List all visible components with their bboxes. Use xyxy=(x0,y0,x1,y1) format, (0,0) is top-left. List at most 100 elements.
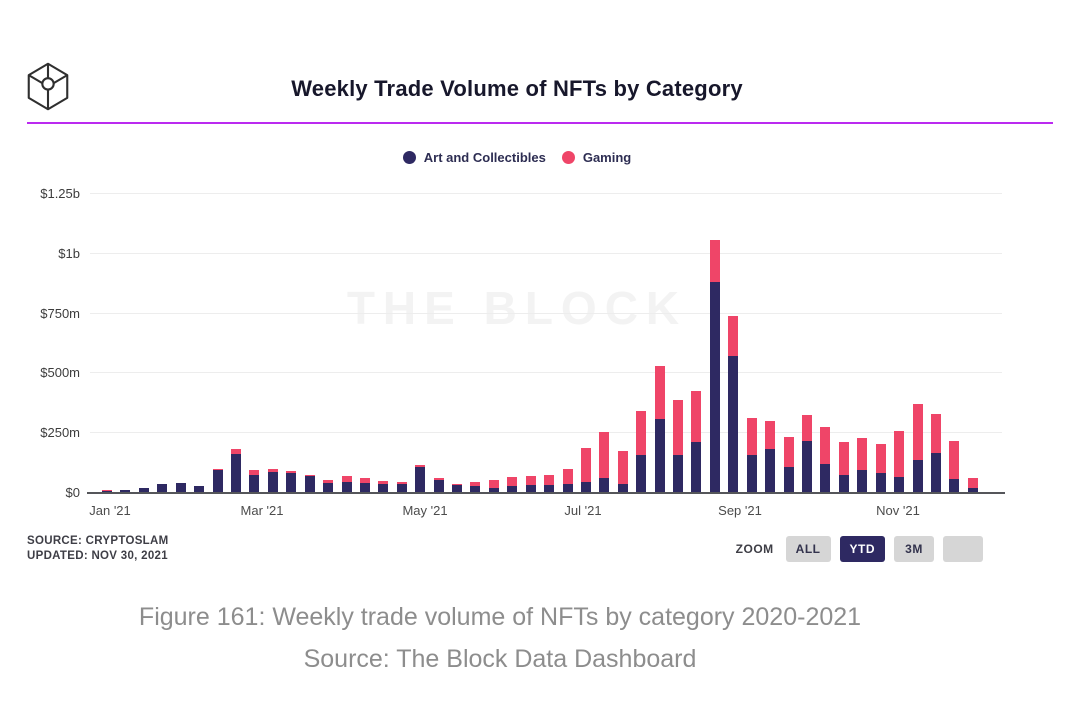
bar-art-segment-week-18[interactable] xyxy=(415,466,426,492)
bar-art-segment-week-43[interactable] xyxy=(875,472,886,492)
bar-art-segment-week-22[interactable] xyxy=(488,487,499,492)
zoom-button-blank[interactable] xyxy=(943,536,983,562)
bar-art-segment-week-41[interactable] xyxy=(838,474,849,492)
bar-gaming-segment-week-46[interactable] xyxy=(930,414,941,453)
bar-art-segment-week-32[interactable] xyxy=(673,454,683,492)
bar-art-segment-week-5[interactable] xyxy=(175,482,186,492)
bar-gaming-segment-week-41[interactable] xyxy=(838,441,849,475)
bar-art-segment-week-20[interactable] xyxy=(452,484,462,492)
bar-art-segment-week-11[interactable] xyxy=(286,473,297,492)
bar-gaming-segment-week-16[interactable] xyxy=(378,481,389,485)
bar-art-segment-week-46[interactable] xyxy=(930,452,941,492)
bar-gaming-segment-week-37[interactable] xyxy=(765,420,776,450)
bar-gaming-segment-week-24[interactable] xyxy=(525,476,536,486)
bar-art-segment-week-26[interactable] xyxy=(562,484,573,492)
bar-art-segment-week-13[interactable] xyxy=(323,483,333,492)
bar-art-segment-week-48[interactable] xyxy=(967,488,978,492)
bar-gaming-segment-week-48[interactable] xyxy=(967,478,978,489)
bar-art-segment-week-31[interactable] xyxy=(654,419,665,492)
bar-gaming-segment-week-20[interactable] xyxy=(452,484,462,485)
bar-gaming-segment-week-22[interactable] xyxy=(488,480,499,488)
bar-gaming-segment-week-38[interactable] xyxy=(783,437,794,467)
legend-label: Art and Collectibles xyxy=(423,150,546,165)
bar-art-segment-week-7[interactable] xyxy=(212,470,223,492)
bar-art-segment-week-38[interactable] xyxy=(783,466,794,492)
bar-gaming-segment-week-23[interactable] xyxy=(507,477,518,487)
bar-gaming-segment-week-29[interactable] xyxy=(617,451,628,485)
zoom-button-all[interactable]: ALL xyxy=(785,536,831,562)
bar-gaming-segment-week-25[interactable] xyxy=(544,474,555,486)
bar-art-segment-week-29[interactable] xyxy=(617,484,628,492)
bar-art-segment-week-28[interactable] xyxy=(599,477,610,492)
bar-art-segment-week-37[interactable] xyxy=(765,449,776,492)
bar-gaming-segment-week-27[interactable] xyxy=(580,447,591,482)
bar-gaming-segment-week-17[interactable] xyxy=(396,482,407,484)
bar-art-segment-week-42[interactable] xyxy=(857,470,868,492)
bar-art-segment-week-24[interactable] xyxy=(525,485,536,492)
bar-gaming-segment-week-40[interactable] xyxy=(820,427,831,464)
bar-gaming-segment-week-30[interactable] xyxy=(636,410,647,455)
bar-art-segment-week-4[interactable] xyxy=(157,484,168,492)
bar-gaming-segment-week-10[interactable] xyxy=(267,469,278,472)
bar-gaming-segment-week-34[interactable] xyxy=(709,240,720,282)
bar-gaming-segment-week-31[interactable] xyxy=(654,366,665,419)
legend-item-gaming[interactable]: Gaming xyxy=(561,150,631,165)
bar-gaming-segment-week-8[interactable] xyxy=(230,448,241,454)
bar-art-segment-week-44[interactable] xyxy=(894,477,905,492)
bar-art-segment-week-1[interactable] xyxy=(102,491,112,492)
bar-art-segment-week-30[interactable] xyxy=(636,454,647,492)
bar-gaming-segment-week-32[interactable] xyxy=(673,399,683,455)
bar-art-segment-week-9[interactable] xyxy=(249,475,260,492)
bar-gaming-segment-week-43[interactable] xyxy=(875,443,886,473)
legend-item-art-and-collectibles[interactable]: Art and Collectibles xyxy=(402,150,546,165)
zoom-button-ytd[interactable]: YTD xyxy=(839,536,885,562)
bar-art-segment-week-14[interactable] xyxy=(341,481,352,492)
bar-art-segment-week-16[interactable] xyxy=(378,484,389,492)
bar-gaming-segment-week-1[interactable] xyxy=(102,490,112,492)
bar-art-segment-week-25[interactable] xyxy=(544,485,555,492)
bar-gaming-segment-week-7[interactable] xyxy=(212,469,223,470)
bar-art-segment-week-3[interactable] xyxy=(138,488,149,492)
bar-art-segment-week-12[interactable] xyxy=(304,476,315,492)
bar-art-segment-week-27[interactable] xyxy=(580,482,591,492)
bar-gaming-segment-week-36[interactable] xyxy=(746,417,757,456)
bar-art-segment-week-47[interactable] xyxy=(949,478,960,492)
bar-gaming-segment-week-9[interactable] xyxy=(249,469,260,476)
bar-gaming-segment-week-21[interactable] xyxy=(470,482,481,486)
bar-art-segment-week-21[interactable] xyxy=(470,485,481,492)
bar-art-segment-week-17[interactable] xyxy=(396,483,407,492)
bar-art-segment-week-19[interactable] xyxy=(433,480,444,492)
bar-art-segment-week-45[interactable] xyxy=(912,460,923,492)
bar-gaming-segment-week-18[interactable] xyxy=(415,464,426,467)
bar-art-segment-week-40[interactable] xyxy=(820,463,831,492)
bar-art-segment-week-34[interactable] xyxy=(709,281,720,492)
bar-gaming-segment-week-19[interactable] xyxy=(433,477,444,480)
bar-gaming-segment-week-13[interactable] xyxy=(323,480,333,484)
bar-gaming-segment-week-28[interactable] xyxy=(599,432,610,478)
bar-gaming-segment-week-35[interactable] xyxy=(728,316,739,356)
bar-gaming-segment-week-45[interactable] xyxy=(912,404,923,461)
bar-art-segment-week-39[interactable] xyxy=(802,440,812,492)
bar-gaming-segment-week-33[interactable] xyxy=(691,391,702,442)
bar-art-segment-week-2[interactable] xyxy=(120,489,131,492)
bar-art-segment-week-8[interactable] xyxy=(230,453,241,492)
bar-gaming-segment-week-15[interactable] xyxy=(359,478,370,484)
bar-gaming-segment-week-47[interactable] xyxy=(949,440,960,479)
zoom-button-3m[interactable]: 3M xyxy=(894,536,934,562)
bar-art-segment-week-15[interactable] xyxy=(359,483,370,492)
y-tick-label: $750m xyxy=(40,305,80,321)
bar-gaming-segment-week-12[interactable] xyxy=(304,475,315,476)
bar-art-segment-week-36[interactable] xyxy=(746,455,757,492)
bar-art-segment-week-23[interactable] xyxy=(507,486,518,492)
bar-gaming-segment-week-11[interactable] xyxy=(286,471,297,474)
bar-gaming-segment-week-39[interactable] xyxy=(802,414,812,441)
bar-art-segment-week-35[interactable] xyxy=(728,355,739,492)
bar-art-segment-week-6[interactable] xyxy=(194,485,205,492)
bar-gaming-segment-week-44[interactable] xyxy=(894,430,905,478)
bar-art-segment-week-10[interactable] xyxy=(267,471,278,492)
bar-gaming-segment-week-42[interactable] xyxy=(857,438,868,471)
bar-gaming-segment-week-26[interactable] xyxy=(562,468,573,485)
bar-gaming-segment-week-14[interactable] xyxy=(341,476,352,482)
bar-art-segment-week-33[interactable] xyxy=(691,441,702,492)
